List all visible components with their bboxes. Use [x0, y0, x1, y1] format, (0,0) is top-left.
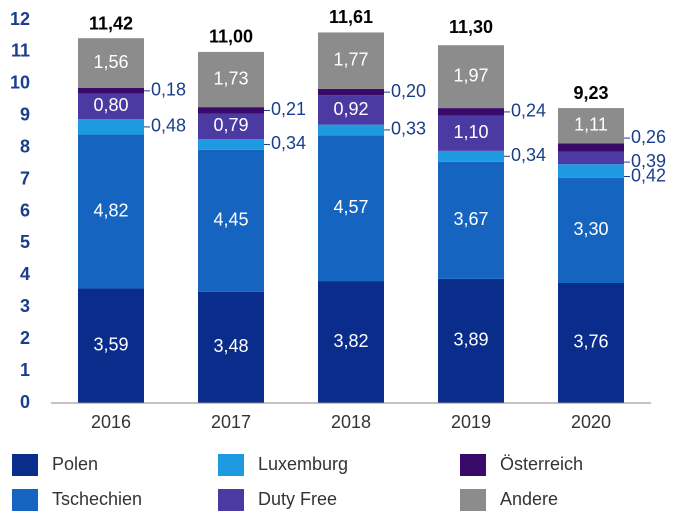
x-tick-label: 2016 [91, 412, 131, 432]
bar-segment [78, 119, 144, 135]
legend-label: Österreich [500, 454, 583, 474]
legend-label: Tschechien [52, 489, 142, 509]
legend-label: Andere [500, 489, 558, 509]
bar-segment [198, 149, 264, 292]
data-label: 4,57 [333, 197, 368, 217]
bar-segment [78, 93, 144, 120]
data-label: 0,39 [631, 151, 666, 171]
bar-segment [438, 150, 504, 162]
y-tick-label: 5 [20, 232, 30, 252]
bar-segment [318, 95, 384, 125]
y-tick-label: 6 [20, 200, 30, 220]
bar-segment [198, 107, 264, 114]
x-tick-label: 2020 [571, 412, 611, 432]
y-tick-label: 3 [20, 296, 30, 316]
legend-label: Luxemburg [258, 454, 348, 474]
bar-segment [558, 282, 624, 403]
data-label: 0,92 [333, 99, 368, 119]
bar-segment [438, 278, 504, 403]
bar-segment [558, 151, 624, 165]
data-label: 0,21 [271, 99, 306, 119]
total-label: 11,42 [89, 13, 133, 33]
data-label: 0,33 [391, 119, 426, 139]
bar-segment [78, 288, 144, 403]
data-label: 1,11 [574, 115, 608, 135]
data-label: 3,67 [453, 209, 488, 229]
x-tick-label: 2018 [331, 412, 371, 432]
data-label: 0,79 [213, 115, 248, 135]
data-label: 4,45 [213, 210, 248, 230]
data-label: 0,18 [151, 80, 186, 100]
y-tick-label: 7 [20, 168, 30, 188]
bar-segment [558, 143, 624, 152]
data-label: 1,10 [453, 122, 488, 142]
total-label: 11,61 [329, 7, 373, 27]
total-label: 11,30 [449, 17, 493, 37]
bar-segment [318, 88, 384, 96]
y-tick-label: 10 [10, 73, 30, 93]
y-tick-label: 1 [20, 360, 30, 380]
bar-segment [198, 139, 264, 150]
data-label: 0,26 [631, 127, 666, 147]
data-label: 0,34 [271, 133, 306, 153]
bar-segment [198, 51, 264, 108]
legend-label: Duty Free [258, 489, 337, 509]
data-label: 3,76 [573, 332, 608, 352]
data-label: 0,42 [631, 165, 666, 185]
data-label: 1,56 [93, 52, 128, 72]
y-tick-label: 9 [20, 105, 30, 125]
x-tick-label: 2017 [211, 412, 251, 432]
bar-segment [318, 281, 384, 403]
y-tick-label: 0 [20, 392, 30, 412]
data-label: 1,97 [453, 65, 488, 85]
data-label: 1,77 [333, 49, 368, 69]
data-label: 3,48 [213, 336, 248, 356]
legend-swatch [12, 454, 38, 476]
legend-swatch [218, 454, 244, 476]
data-label: 0,24 [511, 101, 546, 121]
data-label: 0,48 [151, 116, 186, 136]
y-tick-label: 12 [10, 9, 30, 29]
y-tick-label: 2 [20, 328, 30, 348]
bar-segment [558, 177, 624, 283]
bar-segment [198, 113, 264, 140]
bar-segment [438, 161, 504, 279]
data-label: 4,82 [93, 200, 128, 220]
data-label: 3,82 [333, 331, 368, 351]
data-label: 3,59 [93, 334, 128, 354]
data-label: 3,30 [573, 219, 608, 239]
bar-segment [438, 115, 504, 151]
bar-segment [78, 38, 144, 88]
bar-segment [438, 45, 504, 109]
total-label: 9,23 [573, 83, 608, 103]
bar-segment [198, 291, 264, 403]
bar-segment [558, 164, 624, 178]
data-label: 0,20 [391, 81, 426, 101]
legend-swatch [460, 454, 486, 476]
bar-segment [438, 108, 504, 116]
bar-segment [78, 87, 144, 94]
bar-segment [318, 135, 384, 282]
data-label: 1,73 [213, 68, 248, 88]
total-label: 11,00 [209, 27, 253, 47]
y-tick-label: 8 [20, 136, 30, 156]
data-label: 0,34 [511, 145, 546, 165]
y-tick-label: 4 [20, 264, 30, 284]
data-label: 0,80 [93, 95, 128, 115]
x-tick-label: 2019 [451, 412, 491, 432]
bar-segment [558, 108, 624, 144]
legend-swatch [12, 489, 38, 511]
y-tick-label: 11 [11, 41, 30, 61]
bar-segment [78, 134, 144, 289]
bar-segment [318, 124, 384, 136]
legend-swatch [460, 489, 486, 511]
legend-swatch [218, 489, 244, 511]
bar-segment [318, 32, 384, 89]
legend-label: Polen [52, 454, 98, 474]
data-label: 3,89 [453, 330, 488, 350]
